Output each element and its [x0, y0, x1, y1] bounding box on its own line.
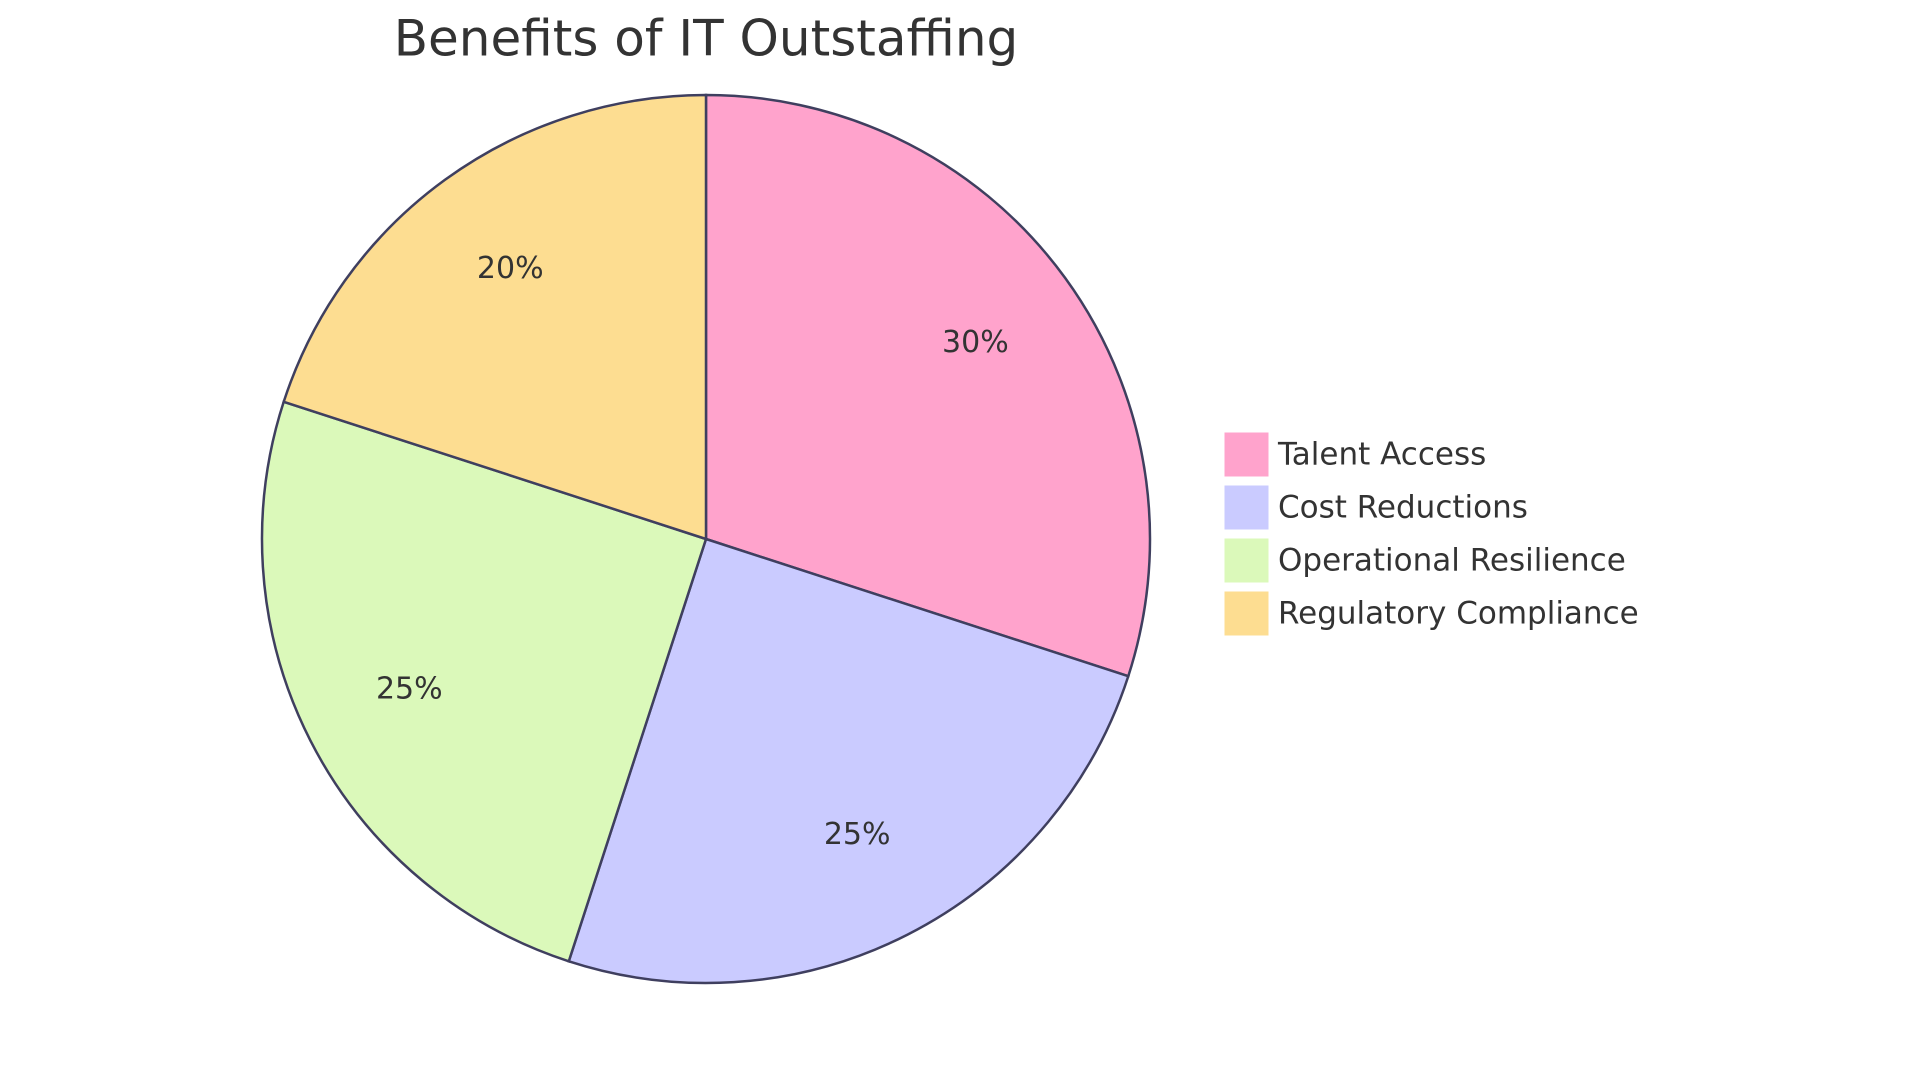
legend-swatch	[1223, 431, 1270, 478]
legend-label: Talent Access	[1277, 437, 1486, 473]
slice-label: 25%	[376, 672, 443, 707]
legend-swatch	[1223, 484, 1270, 531]
slice-label: 25%	[824, 817, 891, 852]
pie-slice	[567, 537, 1130, 985]
pie-slice	[282, 93, 708, 541]
pie-slice	[260, 400, 708, 963]
chart-title: Benefits of IT Outstaffing	[394, 10, 1019, 68]
slice-label: 30%	[942, 325, 1009, 360]
legend-label: Operational Resilience	[1278, 543, 1626, 579]
legend-label: Regulatory Compliance	[1278, 596, 1639, 632]
legend-swatch	[1223, 590, 1270, 637]
legend-swatch	[1223, 537, 1270, 584]
slice-label: 20%	[477, 251, 544, 286]
legend-label: Cost Reductions	[1278, 490, 1528, 526]
pie-slice	[704, 93, 1152, 678]
